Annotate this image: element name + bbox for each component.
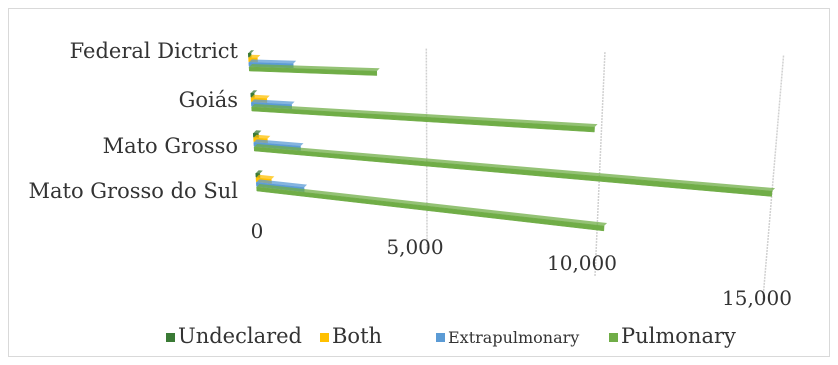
gridline-3 (762, 55, 785, 301)
bars (247, 50, 776, 232)
bar-top-goi-s-both (250, 94, 270, 99)
legend-item-pulmonary: Pulmonary (609, 324, 736, 348)
legend-swatch-undeclared (166, 333, 175, 342)
category-label-mato-grosso-do-sul: Mato Grosso do Sul (29, 179, 239, 203)
bar-goi-s-pulmonary (251, 106, 595, 133)
legend-label-extrapulmonary: Extrapulmonary (448, 328, 579, 347)
bar-mato-grosso-do-sul-pulmonary (256, 186, 605, 232)
bar-top-mato-grosso-pulmonary (254, 144, 776, 192)
category-labels: Federal Dictrict Goiás Mato Grosso Mato Gro… (29, 39, 239, 203)
x-axis-tick-labels: 0 5,000 10,000 15,000 (251, 219, 792, 310)
bar-top-goi-s-extrapulmonary (251, 99, 295, 105)
x-tick-label-2: 10,000 (547, 251, 617, 275)
bar-top-federal-dictrict-pulmonary (249, 64, 380, 72)
bar-top-federal-dictrict-both (248, 54, 261, 59)
bar-federal-dictrict-pulmonary (248, 66, 378, 76)
legend-swatch-both (320, 333, 329, 342)
bar-top-mato-grosso-do-sul-extrapulmonary (256, 179, 308, 188)
category-label-federal-dictrict: Federal Dictrict (70, 39, 239, 63)
bar-top-mato-grosso-do-sul-undeclared (255, 170, 263, 174)
bar-top-goi-s-pulmonary (251, 104, 598, 128)
legend-label-undeclared: Undeclared (178, 324, 302, 348)
bar-top-mato-grosso-undeclared (253, 130, 262, 134)
legend: Undeclared Both Extrapulmonary Pulmonary (166, 324, 736, 348)
gridline-1 (425, 48, 428, 253)
bar-top-mato-grosso-both (253, 134, 271, 139)
legend-label-pulmonary: Pulmonary (621, 324, 736, 348)
x-tick-label-3: 15,000 (722, 286, 792, 310)
gridlines (425, 48, 785, 301)
x-tick-label-1: 5,000 (386, 235, 443, 259)
x-tick-label-0: 0 (251, 219, 264, 243)
legend-swatch-extrapulmonary (436, 333, 445, 342)
category-label-mato-grosso: Mato Grosso (103, 134, 238, 158)
bar-top-federal-dictrict-undeclared (248, 50, 255, 54)
legend-swatch-pulmonary (609, 333, 618, 342)
category-label-goi-s: Goiás (179, 88, 238, 112)
legend-item-both: Both (320, 324, 382, 348)
gridline-2 (594, 52, 606, 277)
bar-top-goi-s-undeclared (250, 90, 258, 94)
legend-item-undeclared: Undeclared (166, 324, 302, 348)
legend-item-extrapulmonary: Extrapulmonary (436, 328, 579, 347)
bar-mato-grosso-pulmonary (253, 146, 773, 197)
legend-label-both: Both (332, 324, 382, 348)
bar-top-mato-grosso-extrapulmonary (253, 139, 304, 147)
bar-top-mato-grosso-do-sul-pulmonary (256, 184, 608, 227)
